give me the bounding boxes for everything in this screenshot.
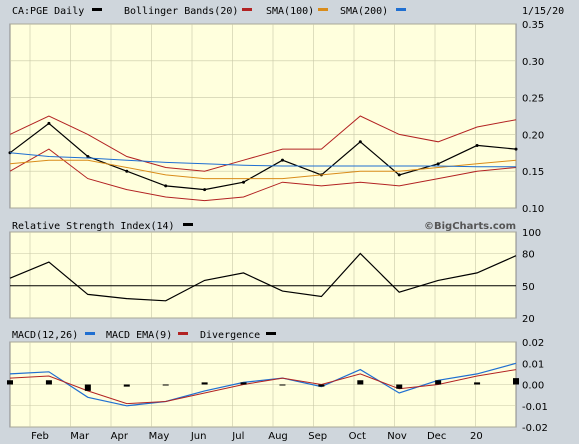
x-tick-label: Apr	[111, 431, 129, 442]
series-line	[9, 362, 517, 407]
rsi-legend-swatch	[183, 223, 193, 226]
macd-legend-swatch	[85, 332, 95, 335]
y-tick-label: -0.02	[522, 423, 548, 434]
sma200-legend-swatch	[396, 8, 406, 11]
x-tick-label: Nov	[387, 431, 407, 442]
divergence-bar	[162, 384, 169, 386]
y-tick-label: 50	[522, 282, 535, 293]
y-tick-label: 0.30	[522, 57, 544, 68]
y-tick-label: 0.15	[522, 167, 544, 178]
bollinger-label: Bollinger Bands(20)	[124, 6, 238, 17]
bollinger-legend-swatch	[242, 8, 252, 11]
divergence-bar	[279, 384, 286, 386]
price-point	[164, 184, 168, 188]
divergence-bar	[45, 380, 52, 385]
x-tick-label: Dec	[427, 431, 446, 442]
price-point	[358, 140, 362, 144]
price-point	[242, 180, 246, 184]
price-point	[514, 147, 518, 151]
x-tick-label: Mar	[70, 431, 90, 442]
price-point	[203, 188, 207, 192]
divergence-bar	[318, 384, 325, 387]
y-tick-label: 100	[522, 228, 541, 239]
series-line	[9, 115, 517, 172]
divergence-bar	[435, 380, 442, 385]
x-tick-label: Feb	[31, 431, 49, 442]
x-tick-label: Sep	[308, 431, 327, 442]
x-tick-label: 20	[470, 431, 483, 442]
y-tick-label: 0.10	[522, 204, 544, 215]
series-line	[9, 252, 517, 302]
divergence-bar	[240, 382, 247, 385]
divergence-bar	[123, 384, 130, 387]
y-tick-label: 0.01	[522, 359, 544, 370]
divergence-bar	[513, 378, 519, 385]
watermark: ©BigCharts.com	[424, 221, 516, 232]
divergence-bar	[84, 384, 91, 391]
macd-label: MACD(12,26)	[12, 330, 78, 341]
y-tick-label: 20	[522, 314, 535, 325]
price-plot-area	[9, 23, 517, 209]
price-point	[86, 154, 90, 158]
y-tick-label: 0.00	[522, 381, 544, 392]
price-legend-swatch	[92, 8, 102, 11]
chart-marks	[7, 115, 519, 407]
rsi-plot-area	[9, 231, 517, 319]
axis-ticks: 0.35 0.30 0.25 0.20 0.15 0.10 100 80 50 20 0.02 0.0…	[31, 20, 548, 442]
divergence-bar	[7, 380, 13, 385]
x-tick-label: May	[149, 431, 170, 442]
divergence-bar	[357, 380, 364, 385]
series-line	[9, 148, 517, 202]
chart-date: 1/15/20	[522, 6, 564, 17]
series-line	[9, 152, 516, 168]
divergence-label: Divergence	[200, 330, 260, 341]
sma200-label: SMA(200)	[340, 6, 388, 17]
price-point	[280, 158, 284, 162]
y-tick-label: 0.35	[522, 20, 544, 31]
divergence-bar	[474, 382, 481, 385]
series-line	[9, 369, 517, 405]
price-point	[436, 162, 440, 166]
rsi-title: Relative Strength Index(14)	[12, 221, 175, 232]
series-line	[9, 159, 517, 180]
y-tick-label: 0.20	[522, 130, 544, 141]
y-tick-label: 0.02	[522, 338, 544, 349]
y-tick-label: 0.25	[522, 94, 544, 105]
price-point	[475, 143, 479, 147]
x-tick-label: Aug	[268, 431, 288, 442]
price-point	[125, 169, 129, 173]
sma100-label: SMA(100)	[266, 6, 314, 17]
divergence-bar	[396, 384, 403, 389]
x-tick-label: Jul	[231, 431, 244, 442]
y-tick-label: -0.01	[522, 402, 548, 413]
sma100-legend-swatch	[318, 8, 328, 11]
price-point	[47, 121, 51, 125]
x-tick-label: Oct	[349, 431, 366, 442]
x-tick-label: Jun	[190, 431, 207, 442]
price-point	[397, 173, 401, 177]
symbol-label: CA:PGE Daily	[12, 6, 84, 17]
macd-ema-legend-swatch	[178, 332, 188, 335]
divergence-legend-swatch	[266, 332, 276, 335]
divergence-bar	[201, 382, 208, 385]
macd-ema-label: MACD EMA(9)	[106, 330, 172, 341]
y-tick-label: 80	[522, 250, 535, 261]
